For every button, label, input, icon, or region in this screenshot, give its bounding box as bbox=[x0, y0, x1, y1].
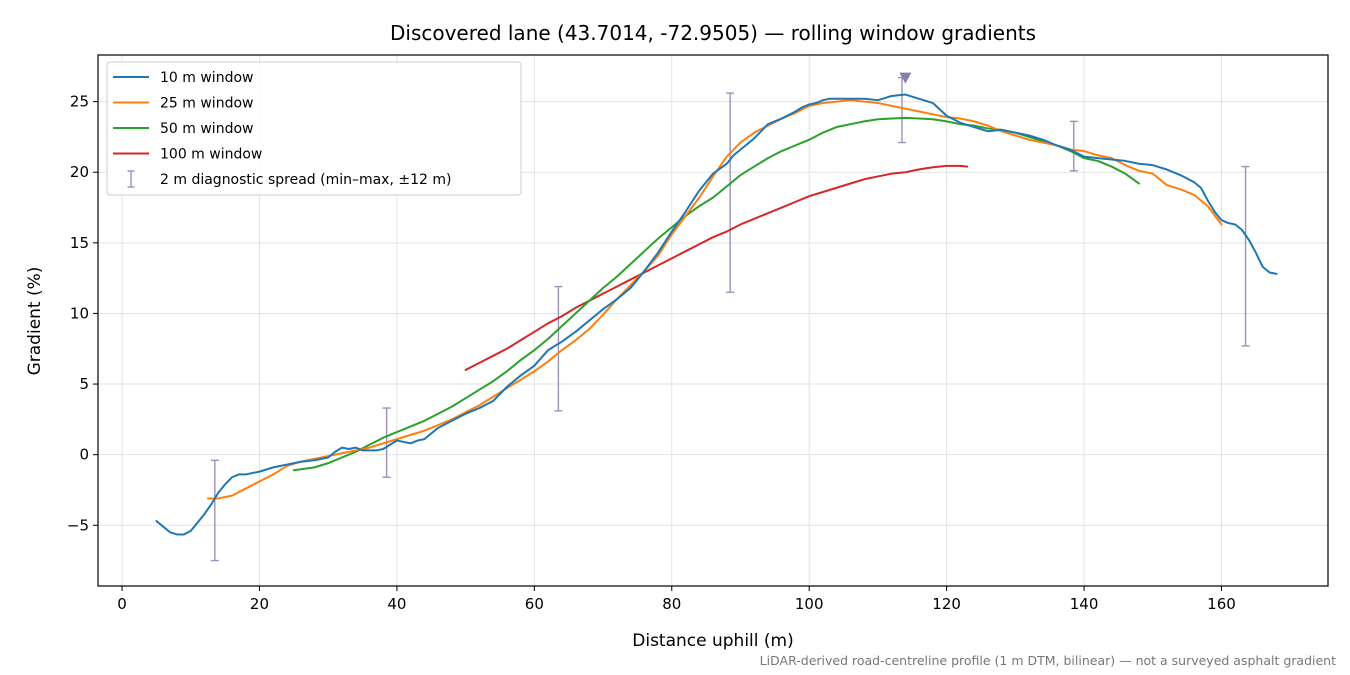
x-tick-label: 20 bbox=[250, 595, 269, 613]
legend-entry: 2 m diagnostic spread (min–max, ±12 m) bbox=[160, 172, 451, 188]
footnote: LiDAR-derived road-centreline profile (1… bbox=[760, 653, 1336, 668]
y-tick-label: 0 bbox=[79, 446, 89, 464]
error-bar bbox=[1069, 120, 1078, 172]
x-tick-label: 100 bbox=[795, 595, 824, 613]
x-tick-label: 80 bbox=[662, 595, 681, 613]
x-tick-label: 60 bbox=[525, 595, 544, 613]
legend-entry: 50 m window bbox=[160, 121, 253, 137]
legend: 10 m window 25 m window 50 m window 100 m w… bbox=[106, 61, 522, 196]
axis-ticks: 0 20 40 60 80 100 120 140 160 −5 0 5 10 15 20 25 bbox=[67, 93, 1236, 613]
y-tick-label: 10 bbox=[70, 304, 89, 322]
error-bar bbox=[554, 285, 563, 412]
plot-area bbox=[155, 72, 1278, 562]
y-axis-label: Gradient (%) bbox=[25, 267, 45, 376]
legend-entry: 25 m window bbox=[160, 96, 253, 112]
x-tick-label: 160 bbox=[1207, 595, 1236, 613]
chart-title: Discovered lane (43.7014, -72.9505) — ro… bbox=[390, 21, 1036, 45]
error-bar bbox=[1241, 165, 1250, 347]
error-bar bbox=[210, 459, 219, 562]
y-tick-label: 25 bbox=[70, 93, 89, 111]
y-tick-label: −5 bbox=[67, 516, 89, 534]
x-tick-label: 0 bbox=[117, 595, 127, 613]
series-line-4 bbox=[464, 164, 969, 371]
error-bar bbox=[726, 92, 735, 293]
x-tick-label: 40 bbox=[387, 595, 406, 613]
y-tick-label: 5 bbox=[79, 375, 89, 393]
series-line-1 bbox=[155, 93, 1278, 536]
legend-box bbox=[106, 61, 522, 196]
x-tick-label: 140 bbox=[1070, 595, 1099, 613]
legend-entry: 100 m window bbox=[160, 147, 262, 163]
x-tick-label: 120 bbox=[932, 595, 961, 613]
peak-marker bbox=[899, 72, 912, 84]
y-tick-label: 20 bbox=[70, 163, 89, 181]
plot-frame bbox=[97, 54, 1329, 587]
y-tick-label: 15 bbox=[70, 234, 89, 252]
legend-entry: 10 m window bbox=[160, 70, 253, 86]
x-axis-label: Distance uphill (m) bbox=[632, 631, 793, 651]
